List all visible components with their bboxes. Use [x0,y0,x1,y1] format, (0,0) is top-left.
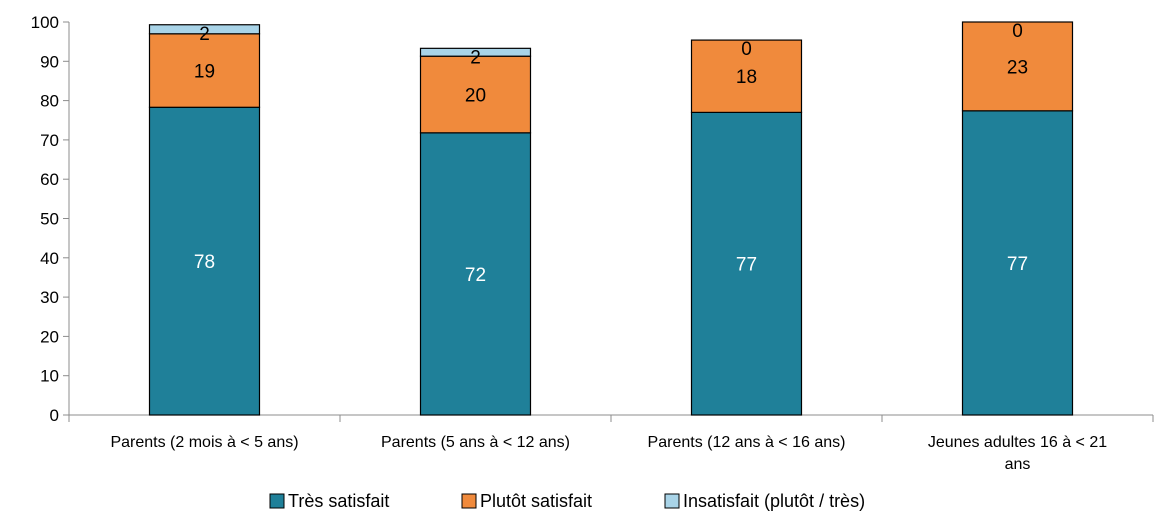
legend-label: Insatisfait (plutôt / très) [683,491,865,511]
data-label: 19 [194,62,215,83]
y-tick-label: 80 [40,92,59,111]
legend: Très satisfait Plutôt satisfait Insatisfai… [269,491,865,511]
y-tick-label: 40 [40,249,59,268]
bar-segment [961,21,1074,112]
data-label: 78 [194,252,215,273]
bar-segment [148,24,261,35]
y-tick-label: 60 [40,170,59,189]
data-label: 0 [1012,21,1023,42]
x-category-label: Parents (2 mois à < 5 ans) [110,434,298,451]
y-tick-label: 90 [40,52,59,71]
bar-segment [419,47,532,57]
bar-segment [419,132,532,416]
y-tick-label: 50 [40,210,59,229]
bar-segment [690,39,803,113]
legend-swatch [664,493,680,509]
data-label: 20 [465,86,486,107]
bar-segment [690,111,803,416]
y-tick-label: 70 [40,131,59,150]
legend-swatch [461,493,477,509]
bar-segment [961,110,1074,416]
data-label: 23 [1007,57,1028,78]
x-category-label: Parents (5 ans à < 12 ans) [381,434,570,451]
bars-group [148,21,1074,416]
y-tick-label: 100 [31,13,59,32]
data-label: 0 [741,39,752,60]
y-axis: 0 10 20 30 40 50 60 70 80 90 100 [31,13,70,425]
x-category-label: Jeunes adultes 16 à < 21 [928,434,1107,451]
legend-swatch [269,493,285,509]
data-label: 18 [736,67,757,88]
y-tick-label: 0 [50,406,59,425]
y-tick-label: 30 [40,288,59,307]
data-label: 77 [1007,254,1028,275]
data-label: 72 [465,265,486,286]
x-category-label: Parents (12 ans à < 16 ans) [648,434,846,451]
data-label: 77 [736,255,757,276]
legend-label: Très satisfait [288,491,389,511]
x-axis: Parents (2 mois à < 5 ans) Parents (5 ans… [68,414,1154,473]
data-labels-group: 78 19 2 72 20 2 77 18 0 77 23 0 [194,21,1028,286]
data-label: 2 [470,47,481,68]
y-tick-label: 10 [40,367,59,386]
data-label: 2 [199,24,210,45]
x-category-label: ans [1005,456,1031,473]
legend-label: Plutôt satisfait [480,491,592,511]
y-tick-label: 20 [40,327,59,346]
